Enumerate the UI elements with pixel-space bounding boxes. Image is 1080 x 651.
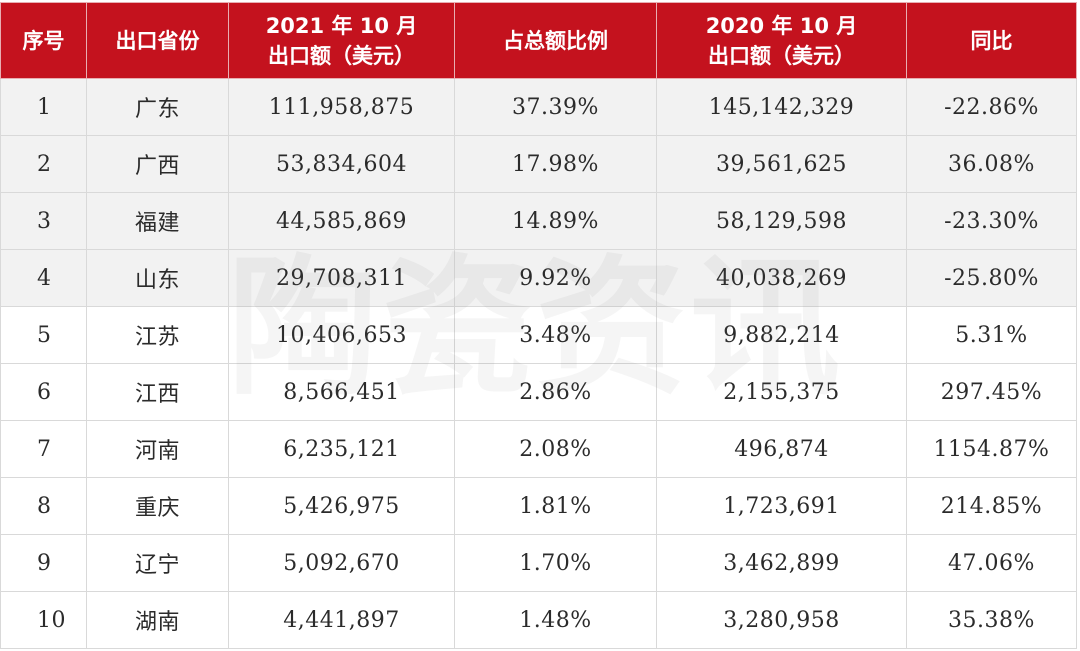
- share-cell: 17.98%: [454, 135, 657, 193]
- export-2020-cell: 496,874: [656, 420, 907, 478]
- export-2020-cell: 145,142,329: [656, 78, 907, 136]
- table-row: 7 河南 6,235,121 2.08% 496,874 1154.87%: [0, 420, 1077, 478]
- header-line: 序号: [22, 28, 65, 53]
- province-cell: 重庆: [86, 477, 229, 535]
- export-2021-cell: 8,566,451: [228, 363, 455, 421]
- export-2021-cell: 5,426,975: [228, 477, 455, 535]
- header-share: 占总额比例: [454, 2, 657, 79]
- export-2021-cell: 4,441,897: [228, 591, 455, 649]
- province-cell: 河南: [86, 420, 229, 478]
- table-row: 8 重庆 5,426,975 1.81% 1,723,691 214.85%: [0, 477, 1077, 535]
- province-cell: 辽宁: [86, 534, 229, 592]
- share-cell: 2.86%: [454, 363, 657, 421]
- export-2020-cell: 58,129,598: [656, 192, 907, 250]
- yoy-cell: 36.08%: [906, 135, 1077, 193]
- share-cell: 37.39%: [454, 78, 657, 136]
- yoy-cell: -25.80%: [906, 249, 1077, 307]
- rank-cell: 8: [0, 477, 87, 535]
- export-2021-cell: 44,585,869: [228, 192, 455, 250]
- share-cell: 1.48%: [454, 591, 657, 649]
- export-2021-cell: 29,708,311: [228, 249, 455, 307]
- rank-cell: 5: [0, 306, 87, 364]
- header-yoy: 同比: [906, 2, 1077, 79]
- province-cell: 江苏: [86, 306, 229, 364]
- header-rank: 序号: [0, 2, 87, 79]
- table-row: 9 辽宁 5,092,670 1.70% 3,462,899 47.06%: [0, 534, 1077, 592]
- yoy-cell: -22.86%: [906, 78, 1077, 136]
- share-cell: 1.70%: [454, 534, 657, 592]
- yoy-cell: 35.38%: [906, 591, 1077, 649]
- rank-cell: 7: [0, 420, 87, 478]
- header-line: 2021 年 10 月: [265, 13, 418, 38]
- yoy-cell: -23.30%: [906, 192, 1077, 250]
- share-cell: 2.08%: [454, 420, 657, 478]
- yoy-cell: 214.85%: [906, 477, 1077, 535]
- yoy-cell: 5.31%: [906, 306, 1077, 364]
- table-row: 1 广东 111,958,875 37.39% 145,142,329 -22.86%: [0, 78, 1077, 136]
- yoy-cell: 1154.87%: [906, 420, 1077, 478]
- header-line: 2020 年 10 月: [705, 13, 858, 38]
- rank-cell: 9: [0, 534, 87, 592]
- export-2020-cell: 3,462,899: [656, 534, 907, 592]
- share-cell: 3.48%: [454, 306, 657, 364]
- province-cell: 广西: [86, 135, 229, 193]
- export-2020-cell: 40,038,269: [656, 249, 907, 307]
- rank-cell: 6: [0, 363, 87, 421]
- rank-cell: 1: [0, 78, 87, 136]
- rank-cell: 2: [0, 135, 87, 193]
- table-row: 2 广西 53,834,604 17.98% 39,561,625 36.08%: [0, 135, 1077, 193]
- export-2021-cell: 6,235,121: [228, 420, 455, 478]
- export-2020-cell: 9,882,214: [656, 306, 907, 364]
- header-line: 占总额比例: [503, 28, 608, 53]
- export-2020-cell: 39,561,625: [656, 135, 907, 193]
- export-2020-cell: 3,280,958: [656, 591, 907, 649]
- header-export-2020: 2020 年 10 月出口额（美元）: [656, 2, 907, 79]
- table-row: 6 江西 8,566,451 2.86% 2,155,375 297.45%: [0, 363, 1077, 421]
- share-cell: 9.92%: [454, 249, 657, 307]
- export-2021-cell: 10,406,653: [228, 306, 455, 364]
- province-cell: 广东: [86, 78, 229, 136]
- province-cell: 湖南: [86, 591, 229, 649]
- share-cell: 14.89%: [454, 192, 657, 250]
- header-export-2021: 2021 年 10 月出口额（美元）: [228, 2, 455, 79]
- header-line: 同比: [970, 28, 1013, 53]
- header-line: 出口额（美元）: [708, 43, 855, 68]
- export-2020-cell: 1,723,691: [656, 477, 907, 535]
- table-row: 3 福建 44,585,869 14.89% 58,129,598 -23.30%: [0, 192, 1077, 250]
- header-line: 出口省份: [115, 28, 200, 53]
- yoy-cell: 47.06%: [906, 534, 1077, 592]
- rank-cell: 3: [0, 192, 87, 250]
- rank-cell: 4: [0, 249, 87, 307]
- share-cell: 1.81%: [454, 477, 657, 535]
- export-2020-cell: 2,155,375: [656, 363, 907, 421]
- header-line: 出口额（美元）: [268, 43, 415, 68]
- province-cell: 山东: [86, 249, 229, 307]
- export-2021-cell: 111,958,875: [228, 78, 455, 136]
- rank-cell: 10: [0, 591, 87, 649]
- export-2021-cell: 53,834,604: [228, 135, 455, 193]
- header-row: 序号 出口省份 2021 年 10 月出口额（美元） 占总额比例 2020 年 10 月…: [0, 2, 1077, 79]
- table-header: 序号 出口省份 2021 年 10 月出口额（美元） 占总额比例 2020 年 10 月…: [0, 2, 1077, 79]
- yoy-cell: 297.45%: [906, 363, 1077, 421]
- export-2021-cell: 5,092,670: [228, 534, 455, 592]
- table-body: 1 广东 111,958,875 37.39% 145,142,329 -22.86% 2 广…: [0, 78, 1077, 649]
- province-cell: 福建: [86, 192, 229, 250]
- table-row: 10 湖南 4,441,897 1.48% 3,280,958 35.38%: [0, 591, 1077, 649]
- table-row: 5 江苏 10,406,653 3.48% 9,882,214 5.31%: [0, 306, 1077, 364]
- province-cell: 江西: [86, 363, 229, 421]
- header-province: 出口省份: [86, 2, 229, 79]
- table-row: 4 山东 29,708,311 9.92% 40,038,269 -25.80%: [0, 249, 1077, 307]
